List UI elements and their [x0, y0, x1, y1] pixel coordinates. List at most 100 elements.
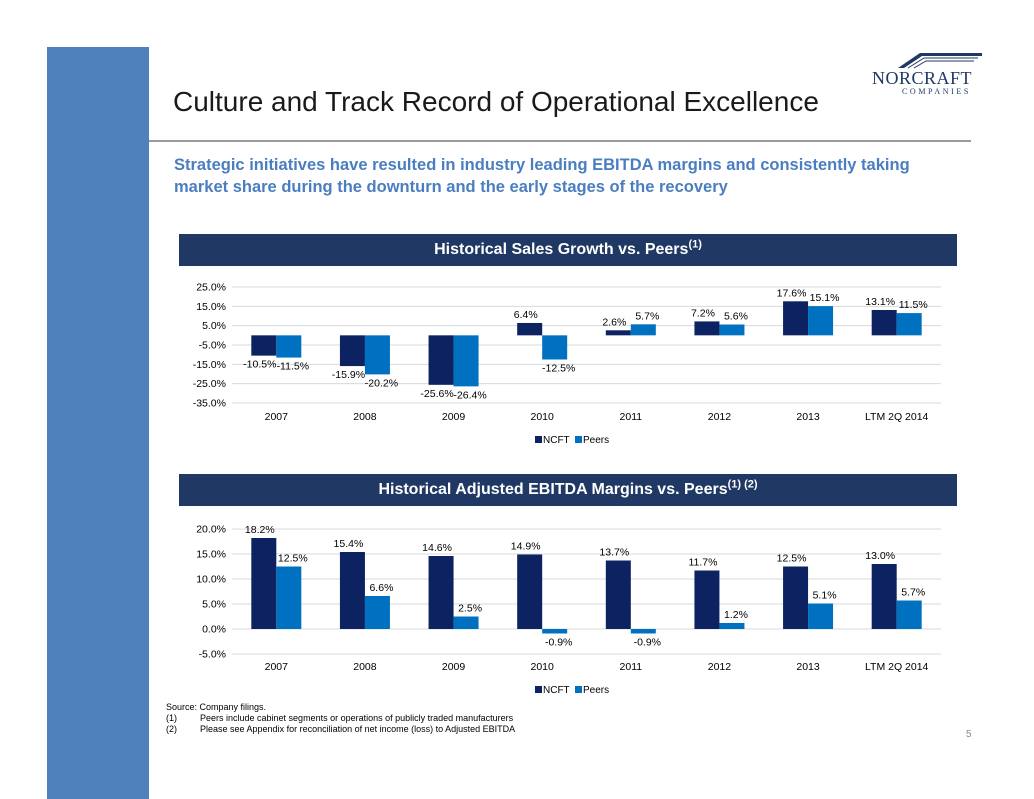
- c2-data-label-ncft: 14.6%: [422, 542, 452, 554]
- c2-ytick-label: 20.0%: [196, 524, 226, 536]
- c2-xtick-label: 2010: [531, 661, 555, 673]
- c1-data-label-ncft: -25.6%: [420, 388, 453, 400]
- footnote-2-number: (2): [166, 724, 177, 734]
- c1-xtick-label: 2010: [531, 411, 555, 423]
- left-accent-bar: [47, 47, 149, 799]
- c1-data-label-peers: -20.2%: [365, 377, 398, 389]
- c2-ytick-label: 15.0%: [196, 549, 226, 561]
- c2-bar-peers: [542, 629, 568, 634]
- c2-bar-peers: [808, 603, 834, 629]
- c1-ytick-label: 15.0%: [196, 301, 226, 313]
- sales-growth-chart: 25.0% 15.0% 5.0% -5.0% -15.0% -25.0% -35.0% 200…: [193, 282, 941, 446]
- c1-ytick-label: -35.0%: [193, 398, 226, 410]
- chart1-title-footnote: (1): [688, 238, 702, 251]
- c2-ytick-label: -5.0%: [199, 649, 226, 661]
- c2-xtick-label: 2012: [708, 661, 732, 673]
- c2-xtick-label: 2009: [442, 661, 466, 673]
- c1-bar-peers: [808, 306, 834, 336]
- c1-data-label-ncft: 17.6%: [777, 287, 807, 299]
- footnotes: Source: Company filings. (1) Peers includ…: [166, 702, 515, 735]
- footnote-2: (2) Please see Appendix for reconciliatio…: [166, 724, 515, 735]
- c1-data-label-peers: 5.7%: [635, 310, 659, 322]
- c2-xtick-label: 2011: [620, 661, 643, 673]
- c1-data-label-ncft: -10.5%: [243, 359, 276, 371]
- c2-data-label-ncft: 13.0%: [865, 550, 895, 562]
- c2-bar-ncft: [871, 564, 897, 629]
- c2-legend-label-ncft: NCFT: [543, 685, 570, 696]
- chart2-title: Historical Adjusted EBITDA Margins vs. P…: [378, 481, 728, 498]
- c1-data-label-peers: 11.5%: [899, 299, 928, 311]
- c2-xtick-label: LTM 2Q 2014: [865, 661, 929, 673]
- c1-bar-peers: [719, 324, 745, 336]
- c2-legend-label-peers: Peers: [583, 685, 609, 696]
- c1-xtick-label: 2012: [708, 411, 732, 423]
- logo-roof-icon: [898, 53, 982, 69]
- footnote-1-text: Peers include cabinet segments or operat…: [200, 713, 514, 723]
- c1-data-label-peers: -12.5%: [542, 363, 575, 375]
- chart2-title-footnote: (1) (2): [727, 478, 758, 491]
- c2-data-label-ncft: 12.5%: [777, 553, 807, 565]
- company-logo: NORCRAFT COMPANIES: [868, 50, 982, 96]
- ebitda-margin-chart: 20.0% 15.0% 10.0% 5.0% 0.0% -5.0% 2007 18.2% 12.…: [196, 524, 941, 696]
- c2-data-label-peers: 6.6%: [369, 582, 393, 594]
- c2-xtick-label: 2007: [265, 661, 289, 673]
- c2-bar-ncft: [605, 560, 631, 629]
- c1-data-label-ncft: 7.2%: [691, 307, 715, 319]
- c1-bar-ncft: [251, 335, 277, 356]
- c1-bar-peers: [542, 335, 568, 360]
- c1-data-label-ncft: -15.9%: [332, 369, 365, 381]
- c1-bar-peers: [364, 335, 390, 375]
- c1-ytick-label: -15.0%: [193, 359, 226, 371]
- c1-data-label-peers: -11.5%: [277, 361, 310, 373]
- c1-ytick-label: 25.0%: [196, 282, 226, 294]
- chart1-title-band: Historical Sales Growth vs. Peers(1): [179, 234, 957, 266]
- c2-data-label-peers: -0.9%: [634, 637, 661, 649]
- c1-bar-ncft: [694, 321, 720, 336]
- c1-bar-ncft: [783, 301, 809, 336]
- c2-data-label-ncft: 11.7%: [688, 557, 717, 569]
- c2-bar-peers: [630, 629, 656, 634]
- c1-xtick-label: 2011: [620, 411, 643, 423]
- c1-xtick-label: 2009: [442, 411, 466, 423]
- c1-xtick-label: 2008: [353, 411, 377, 423]
- footnote-source: Source: Company filings.: [166, 702, 267, 712]
- page-subtitle: Strategic initiatives have resulted in i…: [174, 156, 910, 196]
- c2-data-label-ncft: 14.9%: [511, 541, 541, 553]
- title-divider: [149, 140, 971, 142]
- c2-data-label-peers: 5.1%: [813, 590, 837, 602]
- c2-data-label-peers: 12.5%: [278, 553, 308, 565]
- c2-legend-swatch-peers: [575, 686, 582, 693]
- c1-xtick-label: LTM 2Q 2014: [865, 411, 929, 423]
- c1-legend-label-peers: Peers: [583, 435, 609, 446]
- c2-bar-ncft: [251, 538, 277, 629]
- c2-xtick-label: 2008: [353, 661, 377, 673]
- c2-bar-ncft: [783, 566, 809, 629]
- c1-xtick-label: 2013: [796, 411, 820, 423]
- c2-bar-peers: [364, 596, 390, 629]
- c1-data-label-ncft: 13.1%: [865, 296, 895, 308]
- c1-bar-ncft: [428, 335, 454, 385]
- c1-bar-ncft: [339, 335, 365, 367]
- c1-legend-swatch-ncft: [535, 436, 542, 443]
- footnote-1: (1) Peers include cabinet segments or ope…: [166, 713, 515, 724]
- c1-legend-label-ncft: NCFT: [543, 435, 570, 446]
- c1-bar-ncft: [871, 310, 897, 336]
- c2-ytick-label: 0.0%: [202, 624, 226, 636]
- c2-bar-peers: [719, 623, 745, 629]
- c2-bar-peers: [453, 616, 479, 629]
- c1-bar-ncft: [605, 330, 631, 336]
- c2-bar-peers: [276, 566, 302, 629]
- c1-xtick-label: 2007: [265, 411, 289, 423]
- c2-data-label-peers: 1.2%: [724, 609, 748, 621]
- c1-bar-peers: [896, 313, 922, 336]
- c1-legend-swatch-peers: [575, 436, 582, 443]
- c2-data-label-ncft: 13.7%: [599, 547, 629, 559]
- c2-bar-ncft: [339, 552, 365, 629]
- c1-data-label-ncft: 2.6%: [602, 316, 626, 328]
- c2-data-label-ncft: 18.2%: [245, 524, 275, 536]
- footnote-2-text: Please see Appendix for reconciliation o…: [200, 724, 516, 734]
- c2-data-label-ncft: 15.4%: [334, 538, 364, 550]
- c2-bar-peers: [896, 600, 922, 629]
- c1-ytick-label: -25.0%: [193, 378, 226, 390]
- c2-bar-ncft: [517, 554, 543, 629]
